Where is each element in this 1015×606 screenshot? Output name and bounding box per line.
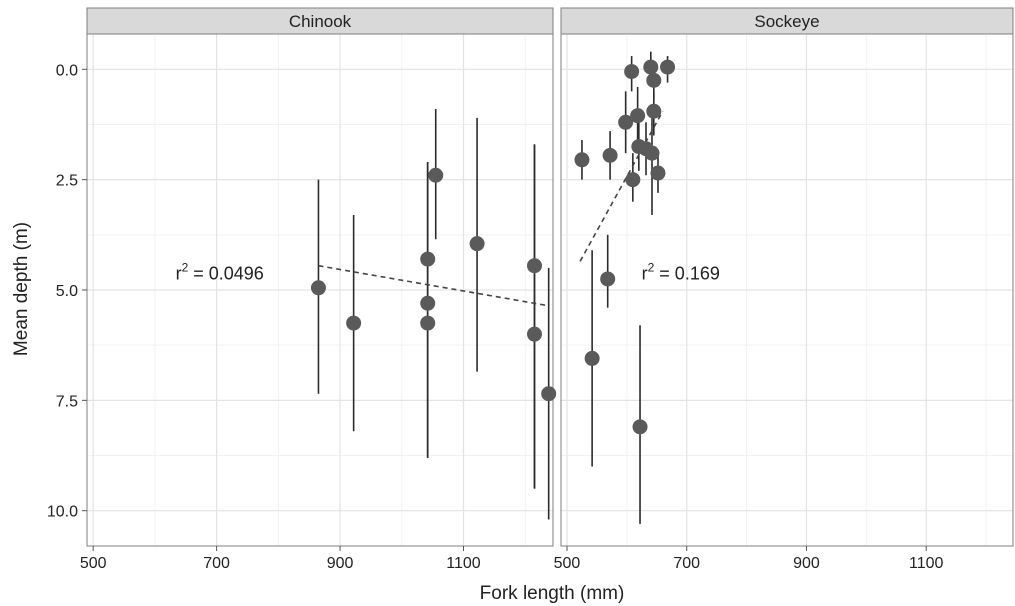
y-tick-label: 0.0 xyxy=(56,62,78,79)
strip-header xyxy=(86,7,554,35)
panel-border xyxy=(560,33,1014,547)
data-point xyxy=(602,147,618,163)
y-tick-label: 7.5 xyxy=(56,393,78,410)
data-point xyxy=(600,271,616,287)
x-tick-label: 900 xyxy=(793,555,820,572)
data-point xyxy=(625,172,641,188)
data-point xyxy=(644,145,660,161)
data-point xyxy=(646,103,662,119)
y-tick-label: 10.0 xyxy=(47,504,78,521)
y-tick-label: 2.5 xyxy=(56,173,78,190)
data-point xyxy=(541,386,557,402)
strip-label: Chinook xyxy=(289,12,352,31)
panels: Chinook 500 700 900 1100 0.0 2.5 5.0 7.5 10.0 r2 =… xyxy=(47,7,1014,572)
data-point xyxy=(420,315,436,331)
data-point xyxy=(574,152,590,168)
data-point xyxy=(624,64,640,80)
data-point xyxy=(643,59,659,75)
data-point xyxy=(646,72,662,88)
strip-header xyxy=(560,7,1014,35)
data-point xyxy=(420,251,436,267)
y-tick-label: 5.0 xyxy=(56,283,78,300)
r-squared-annotation: r2 = 0.169 xyxy=(642,260,720,283)
panel-sockeye: Sockeye 500 700 900 1100 r2 = 0.169 xyxy=(554,7,1014,572)
x-tick-label: 500 xyxy=(80,555,107,572)
x-tick-label: 900 xyxy=(327,555,354,572)
data-point xyxy=(650,165,666,181)
data-point xyxy=(632,419,648,435)
data-point xyxy=(428,167,444,183)
data-point xyxy=(618,114,634,130)
data-point xyxy=(469,236,485,252)
x-tick-label: 700 xyxy=(203,555,230,572)
data-point xyxy=(584,350,600,366)
strip-label: Sockeye xyxy=(754,12,819,31)
x-axis-title: Fork length (mm) xyxy=(480,583,625,604)
r-squared-annotation: r2 = 0.0496 xyxy=(176,260,264,283)
y-axis-title: Mean depth (m) xyxy=(11,222,32,356)
x-tick-label: 1100 xyxy=(446,555,481,572)
data-point xyxy=(346,315,362,331)
data-point xyxy=(630,108,646,124)
x-tick-label: 500 xyxy=(554,555,581,572)
panel-chinook: Chinook 500 700 900 1100 0.0 2.5 5.0 7.5 10.0 r2 =… xyxy=(47,7,557,572)
data-point xyxy=(526,258,542,274)
trend-line xyxy=(579,110,664,262)
x-tick-label: 700 xyxy=(673,555,700,572)
data-point xyxy=(310,280,326,296)
data-point xyxy=(526,326,542,342)
x-tick-label: 1100 xyxy=(909,555,944,572)
data-point xyxy=(660,59,676,75)
trend-line xyxy=(318,264,547,307)
data-point xyxy=(420,295,436,311)
